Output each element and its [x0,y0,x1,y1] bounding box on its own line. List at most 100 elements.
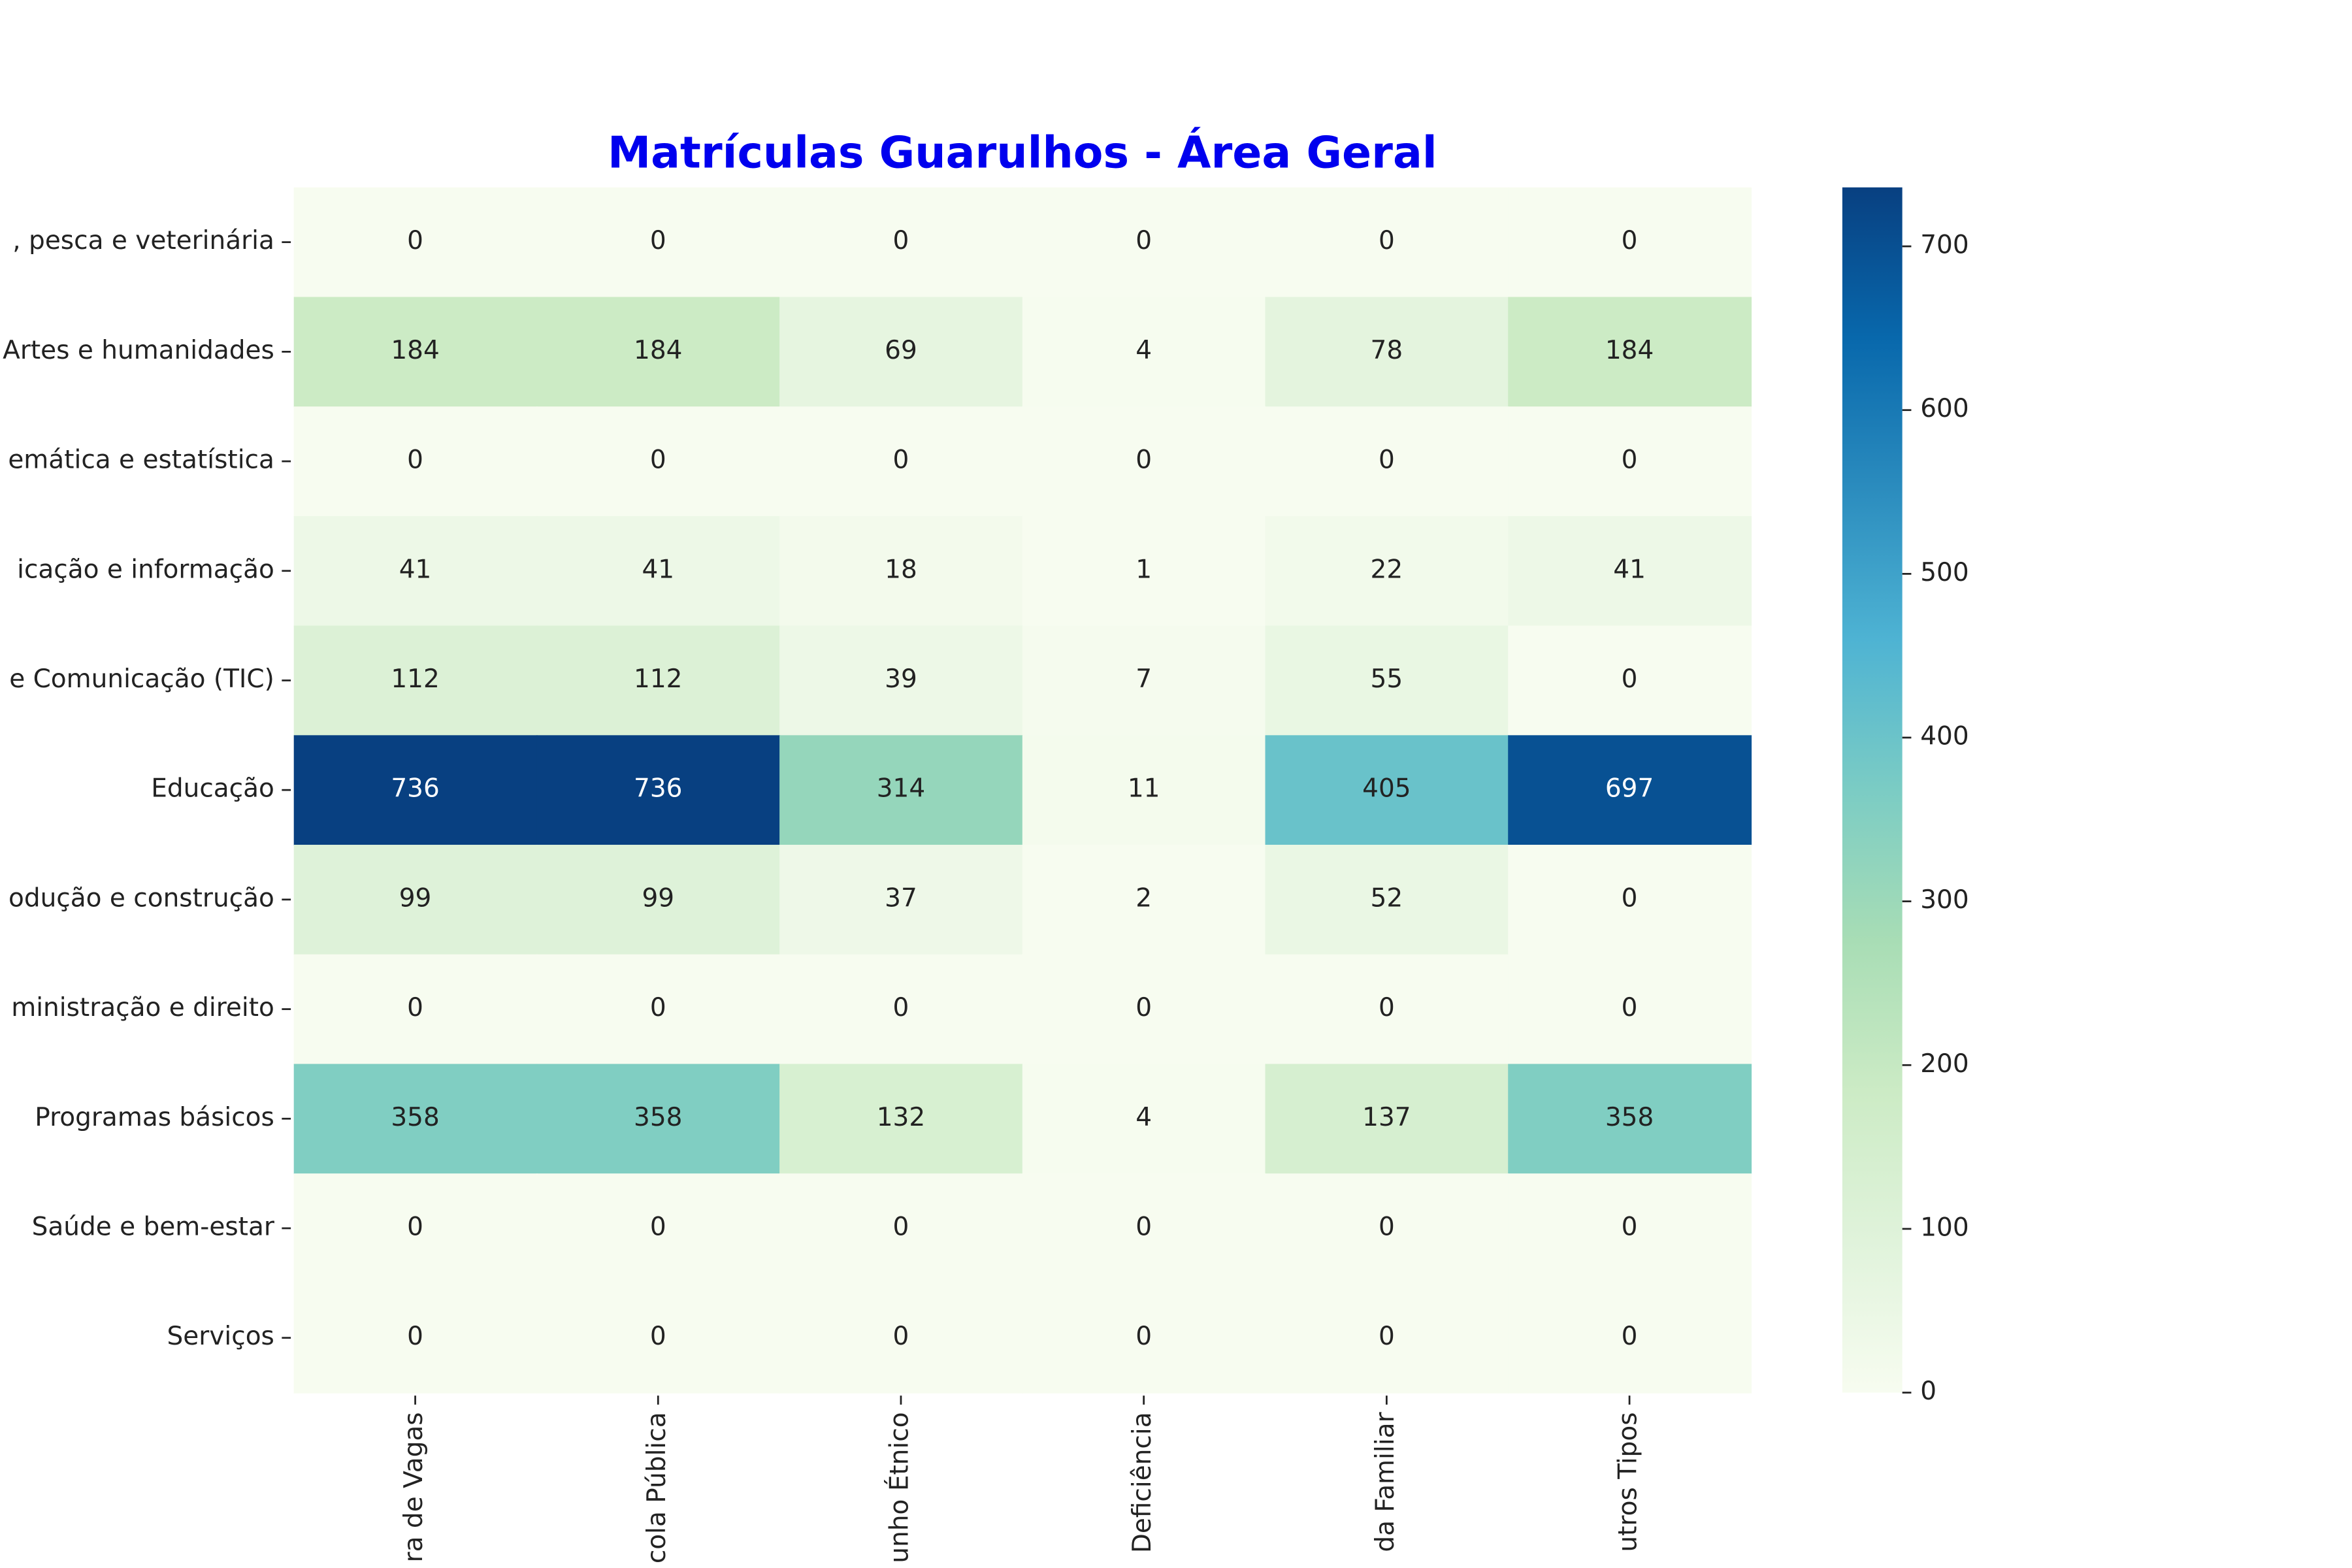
heatmap-cell [1508,187,1752,298]
cell-label: 4 [1135,1103,1152,1132]
heatmap-cell [536,845,781,955]
heatmap-cell [293,1064,538,1175]
cell-label: 41 [1613,555,1646,584]
cell-label: 0 [407,1322,423,1351]
heatmap-cell [536,297,781,408]
cell-label: 4 [1135,336,1152,365]
colorbar-tick-label: 100 [1920,1213,1968,1242]
heatmap-cell [1022,406,1266,517]
y-tick-label: Educação [151,774,274,804]
heatmap-cell [536,515,781,627]
y-tick-label: ministração e direito [11,993,274,1022]
y-tick-label: odução e construção [8,883,274,913]
heatmap-cell [1022,297,1266,408]
cell-label: 0 [407,993,423,1022]
heatmap-cell [1022,1064,1266,1175]
cell-label: 37 [885,883,917,913]
colorbar-tick-label: 400 [1920,721,1968,751]
colorbar-tick-label: 200 [1920,1049,1968,1079]
cell-label: 184 [1605,336,1654,365]
cell-label: 0 [1135,446,1152,475]
heatmap-cell [536,1173,781,1284]
cell-label: 405 [1362,774,1411,804]
x-tick-label: utros Tipos [1614,1412,1643,1552]
heatmap-cell [536,187,781,298]
cell-label: 39 [885,664,917,694]
cell-label: 0 [1135,1212,1152,1241]
heatmap-cell [779,1064,1023,1175]
cell-label: 41 [642,555,674,584]
y-tick-label: icação e informação [17,555,274,584]
cell-label: 184 [391,336,439,365]
colorbar-tick-label: 0 [1920,1377,1936,1406]
heatmap-cell [1022,187,1266,298]
colorbar [1842,187,1903,1393]
heatmap-cell [1508,735,1752,846]
cell-label: 112 [634,664,682,694]
cell-label: 55 [1371,664,1403,694]
cell-label: 0 [407,226,423,255]
cell-label: 0 [1622,1212,1638,1241]
cell-label: 0 [1379,993,1395,1022]
heatmap-cell [779,625,1023,736]
heatmap-cell [1508,1282,1752,1394]
heatmap-cell [1508,1173,1752,1284]
y-tick-label: e Comunicação (TIC) [9,664,274,694]
colorbar-tick-label: 300 [1920,885,1968,915]
cell-label: 69 [885,336,917,365]
heatmap-cell [1265,187,1509,298]
cell-label: 314 [877,774,925,804]
chart-title: Matrículas Guarulhos - Área Geral [608,127,1437,178]
cell-label: 0 [893,1212,909,1241]
cell-label: 137 [1362,1103,1411,1132]
cell-label: 0 [1135,226,1152,255]
cell-label: 0 [893,446,909,475]
y-tick-label: , pesca e veterinária [12,226,274,255]
cell-label: 0 [1622,1322,1638,1351]
heatmap-cell [536,954,781,1065]
heatmap-cell [1265,406,1509,517]
heatmap-cell [1265,1282,1509,1394]
heatmap-cell [1508,1064,1752,1175]
heatmap-cell [779,845,1023,955]
cell-label: 0 [1379,1322,1395,1351]
cell-label: 0 [893,226,909,255]
colorbar-tick-label: 700 [1920,231,1968,260]
cell-label: 52 [1371,883,1403,913]
heatmap-cell [1265,1173,1509,1284]
heatmap-cell [779,1282,1023,1394]
cell-label: 0 [1379,446,1395,475]
heatmap-cell [1265,735,1509,846]
cell-label: 0 [1379,1212,1395,1241]
cell-label: 11 [1128,774,1160,804]
y-tick-label: Saúde e bem-estar [32,1212,275,1241]
y-tick-label: Serviços [167,1322,274,1351]
heatmap-cell [293,625,538,736]
cell-label: 0 [1379,226,1395,255]
x-tick-label: ra de Vagas [399,1412,429,1562]
cell-label: 0 [650,993,666,1022]
heatmap-cell [293,735,538,846]
cell-label: 0 [407,1212,423,1241]
cell-label: 0 [650,1322,666,1351]
heatmap-cell [293,515,538,627]
heatmap-cell [293,845,538,955]
heatmap-cell [779,406,1023,517]
cell-label: 0 [650,1212,666,1241]
cell-label: 184 [634,336,682,365]
heatmap-cell [293,297,538,408]
heatmap-cell [293,1173,538,1284]
cell-label: 0 [1135,1322,1152,1351]
cell-label: 1 [1135,555,1152,584]
cell-label: 0 [1622,446,1638,475]
heatmap-cell [1265,515,1509,627]
cell-label: 78 [1371,336,1403,365]
cell-label: 2 [1135,883,1152,913]
heatmap-cell [1022,954,1266,1065]
cell-label: 697 [1605,774,1654,804]
heatmap-cell [779,187,1023,298]
heatmap-cell [1508,297,1752,408]
cell-label: 736 [634,774,682,804]
heatmap-cell [1022,1282,1266,1394]
cell-label: 358 [1605,1103,1654,1132]
